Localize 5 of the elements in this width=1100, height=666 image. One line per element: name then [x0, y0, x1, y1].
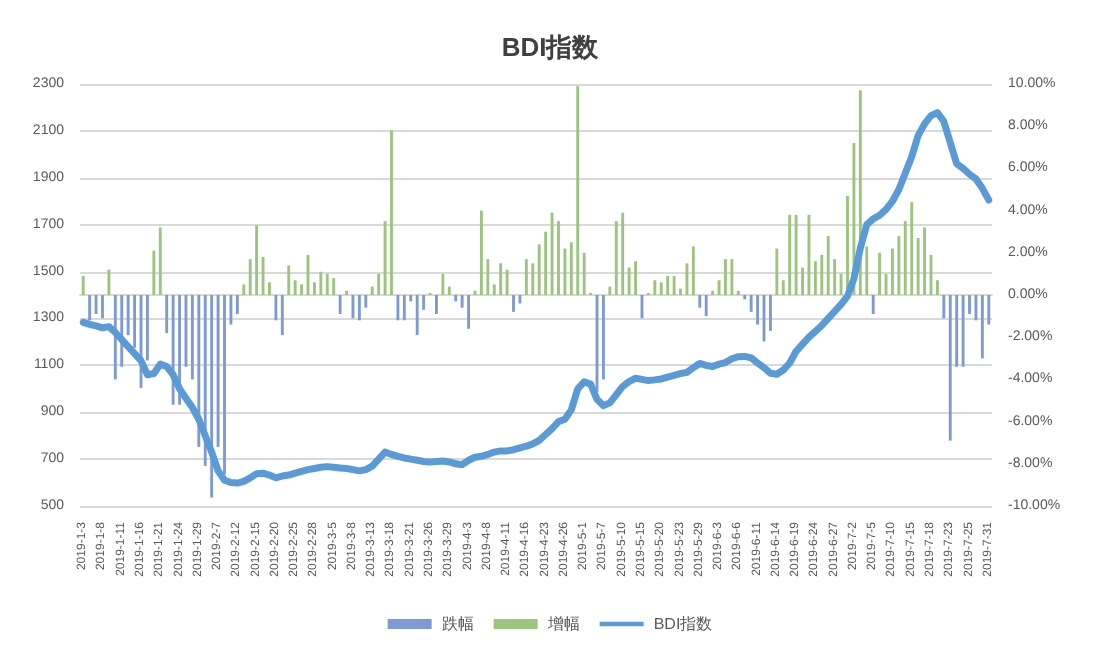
legend-label: BDI指数: [653, 615, 713, 633]
legend-label: 跌幅: [441, 615, 474, 633]
line-series: [79, 109, 993, 487]
chart-title: BDI指数: [501, 32, 601, 62]
legend-label: 增幅: [545, 615, 580, 633]
